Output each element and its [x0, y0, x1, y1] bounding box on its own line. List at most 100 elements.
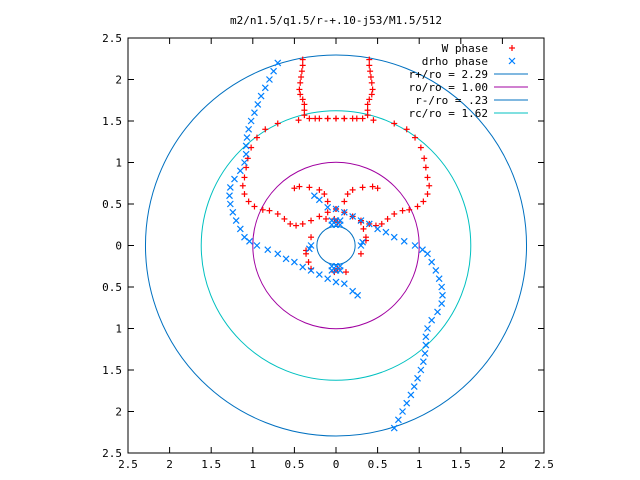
point-0-68 — [421, 155, 428, 162]
point-0-5 — [369, 86, 376, 93]
point-1-30 — [315, 271, 323, 278]
point-0-37 — [316, 213, 323, 220]
point-0-27 — [245, 198, 252, 205]
point-1-49 — [428, 316, 436, 324]
y-tick-label-2: 1.5 — [102, 364, 122, 377]
point-1-9 — [243, 134, 251, 142]
point-0-89 — [306, 184, 313, 191]
point-0-62 — [353, 115, 360, 122]
point-1-44 — [419, 358, 427, 366]
point-0-8 — [364, 101, 371, 108]
point-0-67 — [417, 144, 424, 151]
legend-label-1: drho phase — [422, 55, 488, 68]
point-1-3 — [261, 84, 269, 92]
point-0-43 — [359, 184, 366, 191]
point-0-78 — [384, 215, 391, 222]
point-1-31 — [324, 275, 332, 283]
point-0-74 — [414, 203, 421, 210]
x-tick-label-2: 1.5 — [201, 458, 221, 471]
point-1-11 — [242, 150, 250, 158]
point-1-33 — [340, 280, 348, 288]
point-0-19 — [262, 126, 269, 133]
y-tick-label-5: 0 — [115, 240, 122, 253]
y-tick-label-8: 1.5 — [102, 115, 122, 128]
point-1-20 — [236, 225, 244, 233]
point-0-93 — [305, 259, 312, 266]
point-0-79 — [378, 220, 385, 227]
point-1-4 — [257, 92, 265, 100]
point-0-49 — [298, 74, 305, 81]
point-0-77 — [391, 210, 398, 217]
x-tick-label-8: 1.5 — [451, 458, 471, 471]
point-1-22 — [246, 237, 253, 245]
reference-circles — [144, 54, 528, 437]
point-0-51 — [296, 86, 303, 93]
point-0-33 — [287, 220, 294, 227]
y-tick-label-4: 0.5 — [102, 281, 122, 294]
point-1-12 — [241, 159, 248, 166]
point-1-6 — [251, 109, 258, 117]
point-0-50 — [297, 79, 304, 86]
point-0-87 — [321, 191, 328, 198]
point-1-25 — [274, 250, 282, 258]
point-1-69 — [324, 203, 332, 211]
point-1-83 — [328, 262, 336, 270]
chart-title: m2/n1.5/q1.5/r-+.10-j53/M1.5/512 — [230, 14, 442, 27]
point-0-76 — [399, 207, 406, 214]
legend-label-4: r-/ro = .23 — [415, 94, 488, 107]
point-1-41 — [410, 383, 418, 391]
x-tick-label-9: 2 — [499, 458, 506, 471]
point-1-48 — [424, 325, 431, 332]
point-0-24 — [241, 174, 248, 181]
legend-label-3: ro/ro = 1.00 — [409, 81, 488, 94]
point-1-62 — [382, 228, 390, 236]
series-0 — [239, 56, 433, 276]
point-0-107 — [323, 215, 330, 222]
point-1-54 — [435, 275, 443, 283]
point-0-98 — [360, 225, 367, 232]
point-1-77 — [336, 221, 344, 229]
point-1-36 — [390, 424, 398, 432]
point-1-65 — [357, 217, 365, 225]
point-0-91 — [291, 185, 298, 192]
point-0-101 — [357, 250, 364, 257]
point-1-27 — [290, 258, 298, 266]
point-0-59 — [324, 115, 331, 122]
point-1-1 — [270, 67, 278, 75]
point-1-71 — [310, 192, 318, 200]
point-0-26 — [241, 191, 248, 198]
point-0-36 — [308, 217, 315, 224]
point-0-58 — [316, 115, 323, 122]
point-1-67 — [340, 208, 348, 216]
point-0-1 — [366, 62, 373, 69]
point-1-85 — [305, 245, 313, 253]
point-0-48 — [298, 68, 305, 75]
point-0-47 — [299, 62, 306, 69]
circle-1 — [252, 161, 420, 330]
point-1-47 — [422, 333, 430, 341]
point-0-44 — [369, 183, 376, 190]
point-0-61 — [341, 115, 348, 122]
point-1-7 — [247, 117, 255, 125]
point-1-23 — [253, 242, 261, 249]
point-1-15 — [226, 183, 234, 191]
point-1-56 — [428, 258, 436, 266]
y-tick-label-9: 2 — [115, 74, 122, 87]
point-1-19 — [232, 217, 240, 225]
point-1-42 — [414, 374, 421, 382]
point-0-42 — [349, 186, 356, 193]
legend-label-0: W phase — [442, 42, 488, 55]
point-0-65 — [403, 126, 410, 133]
point-1-14 — [231, 175, 238, 183]
x-tick-label-4: 0.5 — [284, 458, 304, 471]
point-0-90 — [296, 183, 303, 190]
point-1-17 — [226, 200, 234, 208]
point-0-17 — [295, 117, 302, 124]
point-1-52 — [439, 291, 446, 299]
point-1-28 — [299, 263, 307, 271]
x-tick-label-3: 1 — [249, 458, 256, 471]
x-tick-label-0: 2.5 — [118, 458, 138, 471]
y-tick-label-1: 2 — [115, 406, 122, 419]
point-1-13 — [236, 167, 244, 175]
